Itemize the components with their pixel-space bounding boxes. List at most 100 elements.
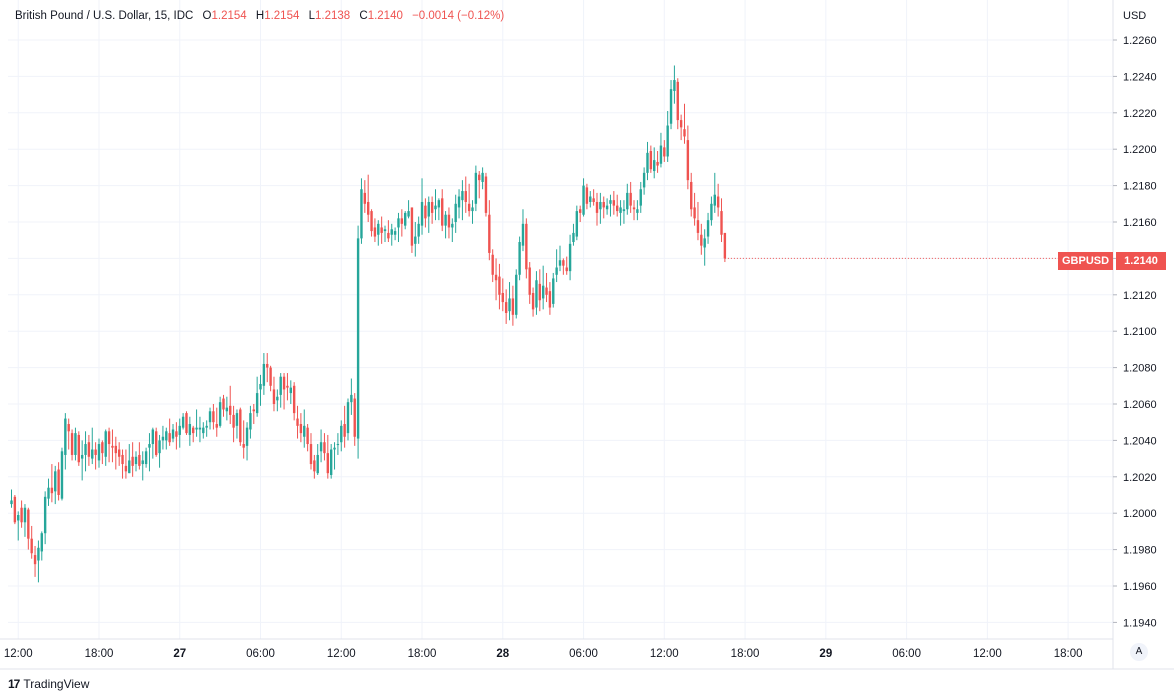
y-tick-label: 1.2240: [1123, 71, 1157, 83]
candle-down: [33, 545, 37, 577]
candle-body: [229, 405, 232, 415]
candle-up: [461, 180, 464, 221]
candle-up: [165, 427, 168, 450]
candle-down: [373, 218, 377, 243]
candle-body: [232, 414, 235, 428]
candle-down: [578, 205, 582, 222]
candle-up: [350, 378, 353, 415]
candle-up: [646, 141, 649, 181]
candle-up: [636, 200, 639, 221]
candle-body: [636, 209, 639, 213]
candle-up: [134, 451, 138, 472]
candle-body: [673, 80, 676, 91]
change-value: −0.0014 (−0.12%): [412, 10, 505, 22]
candle-down: [313, 454, 316, 479]
auto-scale-button[interactable]: A: [1130, 643, 1148, 661]
candle-body: [521, 223, 525, 246]
candle-body: [117, 449, 121, 457]
candle-body: [242, 444, 245, 448]
candle-up: [104, 429, 107, 466]
candle-body: [414, 236, 417, 244]
candle-body: [646, 152, 649, 173]
candle-down: [309, 433, 313, 470]
candle-down: [629, 181, 632, 213]
candle-down: [504, 289, 508, 324]
candle-body: [501, 292, 504, 303]
candle-body: [144, 451, 148, 465]
candle-body: [467, 203, 471, 212]
candle-up: [626, 183, 629, 215]
candle-up: [54, 465, 57, 505]
y-tick-label: 1.1980: [1123, 545, 1157, 557]
y-tick-label: 1.2080: [1123, 363, 1157, 375]
candle-body: [716, 196, 720, 208]
candle-up: [356, 225, 360, 459]
candle-up: [202, 422, 205, 439]
candle-up: [710, 196, 713, 226]
candle-body: [629, 192, 632, 206]
candle-body: [87, 442, 91, 457]
candle-down: [565, 256, 568, 275]
candle-body: [690, 181, 693, 210]
candle-body: [380, 227, 383, 233]
candle-up: [161, 425, 165, 450]
candle-body: [578, 209, 582, 213]
candle-down: [232, 405, 235, 443]
candle-down: [222, 394, 225, 417]
candle-down: [114, 436, 118, 470]
candle-up: [276, 389, 279, 412]
candle-up: [10, 489, 13, 508]
candle-body: [350, 394, 353, 403]
candle-body: [323, 442, 326, 454]
candle-down: [266, 353, 269, 383]
candle-body: [545, 287, 548, 295]
brand-name: TradingView: [23, 677, 90, 691]
candle-body: [653, 160, 656, 172]
tradingview-brand[interactable]: 17 TradingView: [8, 677, 89, 691]
candle-up: [407, 200, 410, 219]
candle-up: [289, 380, 292, 404]
candle-down: [20, 500, 23, 528]
candle-body: [723, 232, 727, 259]
candle-up: [713, 172, 716, 213]
candle-down: [175, 422, 178, 450]
candle-body: [168, 433, 171, 443]
candle-up: [404, 211, 407, 230]
candle-up: [639, 181, 642, 213]
candle-down: [363, 180, 367, 213]
candle-body: [666, 125, 669, 157]
candle-down: [410, 207, 414, 253]
candle-down: [242, 420, 245, 459]
candle-body: [326, 453, 330, 474]
candle-body: [54, 471, 57, 492]
candle-down: [67, 418, 70, 450]
candle-body: [101, 442, 104, 454]
candle-body: [518, 242, 521, 275]
open-label: O: [202, 10, 212, 22]
candle-body: [138, 454, 141, 466]
candle-body: [292, 385, 296, 414]
candle-up: [144, 447, 148, 468]
candle-up: [178, 418, 181, 448]
candle-body: [141, 460, 144, 465]
candle-up: [151, 427, 155, 459]
x-tick-label: 29: [819, 648, 832, 660]
candle-up: [535, 271, 538, 315]
candle-body: [366, 201, 370, 215]
y-tick-label: 1.2000: [1123, 508, 1157, 520]
x-tick-label: 27: [173, 648, 186, 660]
candle-down: [30, 525, 33, 559]
candle-body: [286, 385, 289, 388]
candle-up: [390, 223, 393, 246]
candle-down: [154, 427, 158, 457]
low-label: L: [308, 10, 315, 22]
candle-up: [558, 245, 562, 272]
candle-up: [249, 405, 252, 439]
candle-down: [686, 125, 690, 190]
candle-up: [333, 442, 336, 470]
candle-body: [124, 465, 128, 472]
candle-body: [252, 409, 255, 412]
x-tick-label: 12:00: [327, 648, 356, 660]
candle-up: [235, 409, 239, 439]
